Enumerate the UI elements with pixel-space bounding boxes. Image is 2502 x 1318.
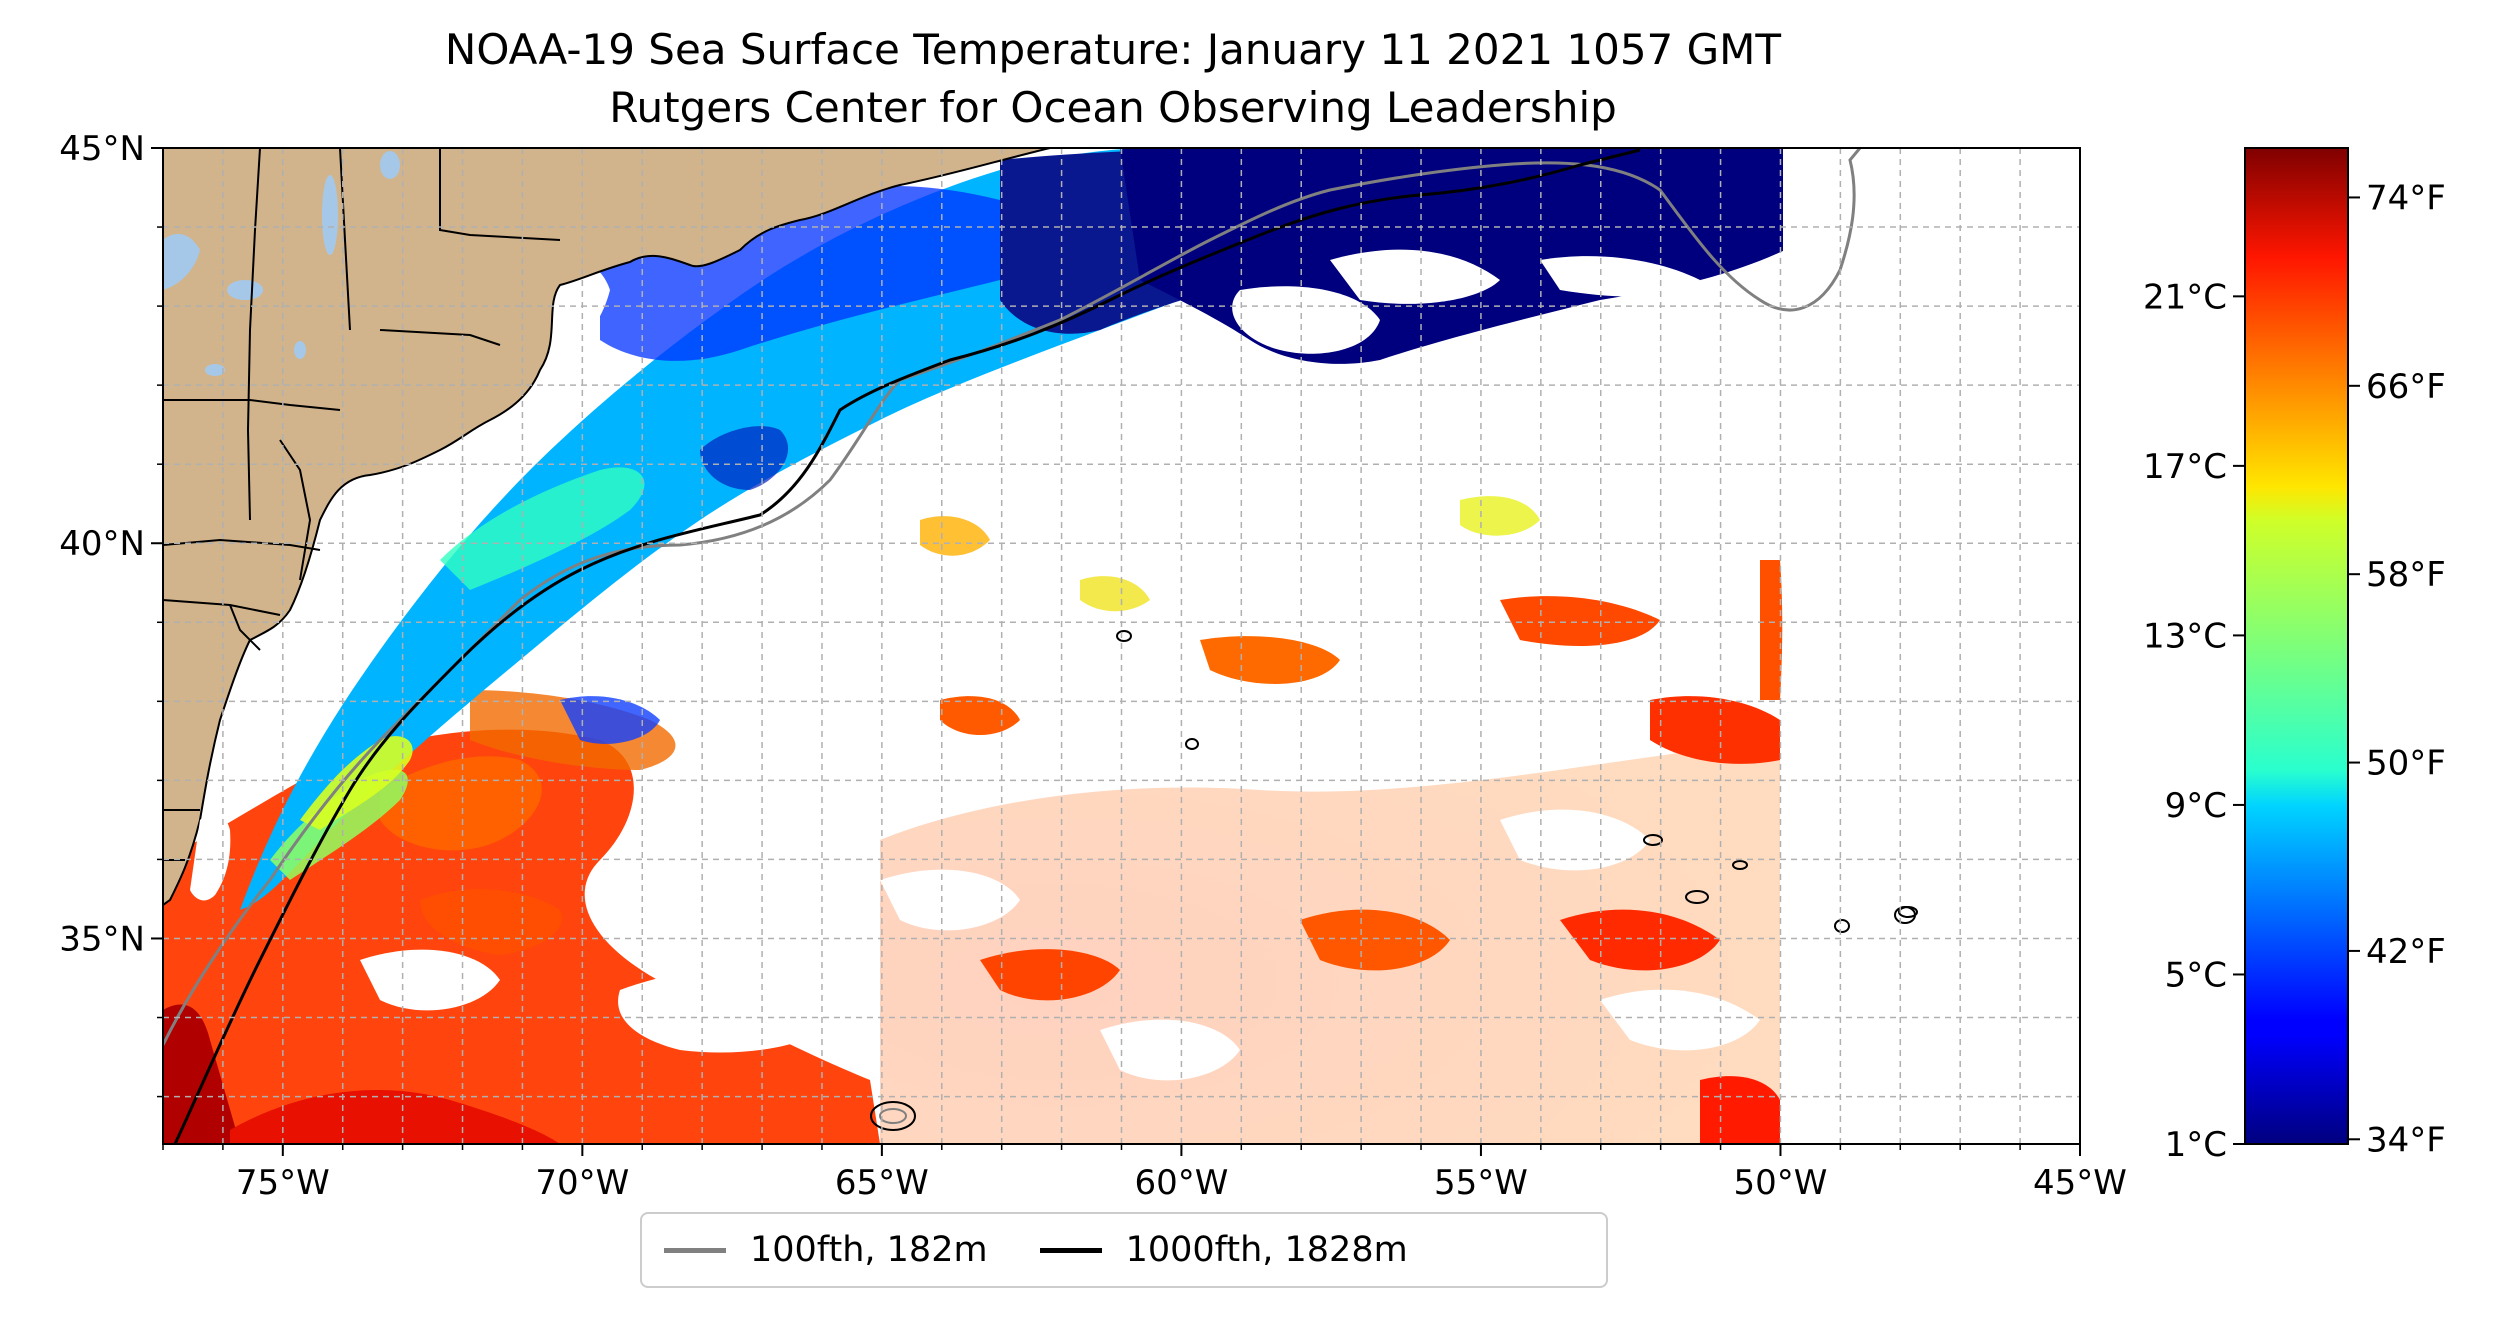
- legend-item-1000fth: 1000fth, 1828m: [1039, 1230, 1408, 1270]
- cbar-f-label: 66°F: [2366, 367, 2446, 407]
- x-tick-label: 50°W: [1734, 1163, 1828, 1203]
- cbar-f-label: 34°F: [2366, 1120, 2446, 1160]
- cbar-c-label: 21°C: [2143, 277, 2227, 317]
- map-axes: 75°W 70°W 65°W 60°W 55°W 50°W 45°W 45°N 40°N 35°N: [59, 129, 2127, 1203]
- y-tick-label: 35°N: [59, 919, 145, 959]
- cbar-c-label: 9°C: [2165, 786, 2227, 826]
- land-mass: [163, 148, 1051, 907]
- x-tick-label: 45°W: [2033, 1163, 2127, 1203]
- cbar-c-label: 17°C: [2143, 447, 2227, 487]
- sst-scattered-patches: [920, 496, 1783, 1144]
- lakes: [163, 151, 400, 376]
- title-line1: NOAA-19 Sea Surface Temperature: January…: [445, 25, 1782, 74]
- cbar-f-label: 42°F: [2366, 932, 2446, 972]
- title-line2: Rutgers Center for Ocean Observing Leade…: [609, 83, 1617, 132]
- y-tick-label: 45°N: [59, 129, 145, 169]
- legend-item-100fth: 100fth, 182m: [664, 1230, 988, 1270]
- legend-label-1000fth: 1000fth, 1828m: [1125, 1230, 1408, 1270]
- chesapeake-bay: [190, 813, 231, 901]
- legend-label-100fth: 100fth, 182m: [750, 1230, 988, 1270]
- cbar-c-label: 13°C: [2143, 616, 2227, 656]
- colorbar: 21°C 17°C 13°C 9°C 5°C 1°C 74°F 66°F 58°F 50°F 42°…: [2143, 147, 2446, 1165]
- colorbar-gradient: [2245, 148, 2348, 1144]
- colorbar-ticks: 21°C 17°C 13°C 9°C 5°C 1°C 74°F 66°F 58°F 50°F 42°…: [2143, 178, 2446, 1165]
- cbar-f-label: 58°F: [2366, 555, 2446, 595]
- legend-swatch-black: [1039, 1247, 1102, 1253]
- x-tick-label: 60°W: [1134, 1163, 1228, 1203]
- x-tick-label: 75°W: [236, 1163, 330, 1203]
- map-area: [163, 148, 2080, 1144]
- y-tick-label: 40°N: [59, 524, 145, 564]
- x-tick-label: 55°W: [1434, 1163, 1528, 1203]
- gridlines: [163, 148, 2080, 1144]
- x-tick-label: 65°W: [835, 1163, 929, 1203]
- legend: 100fth, 182m 1000fth, 1828m: [640, 1212, 1608, 1288]
- cbar-f-label: 74°F: [2366, 178, 2446, 218]
- seamount-contours: [870, 630, 1918, 1131]
- cbar-c-label: 5°C: [2165, 955, 2227, 995]
- no-data-region: [1783, 148, 2080, 1144]
- cloud-gaps: [360, 249, 1785, 1081]
- cbar-f-label: 50°F: [2366, 744, 2446, 784]
- x-tick-label: 70°W: [535, 1163, 629, 1203]
- legend-swatch-gray: [664, 1247, 726, 1253]
- colorbar-frame: [2244, 147, 2349, 1145]
- cbar-c-label: 1°C: [2165, 1125, 2227, 1165]
